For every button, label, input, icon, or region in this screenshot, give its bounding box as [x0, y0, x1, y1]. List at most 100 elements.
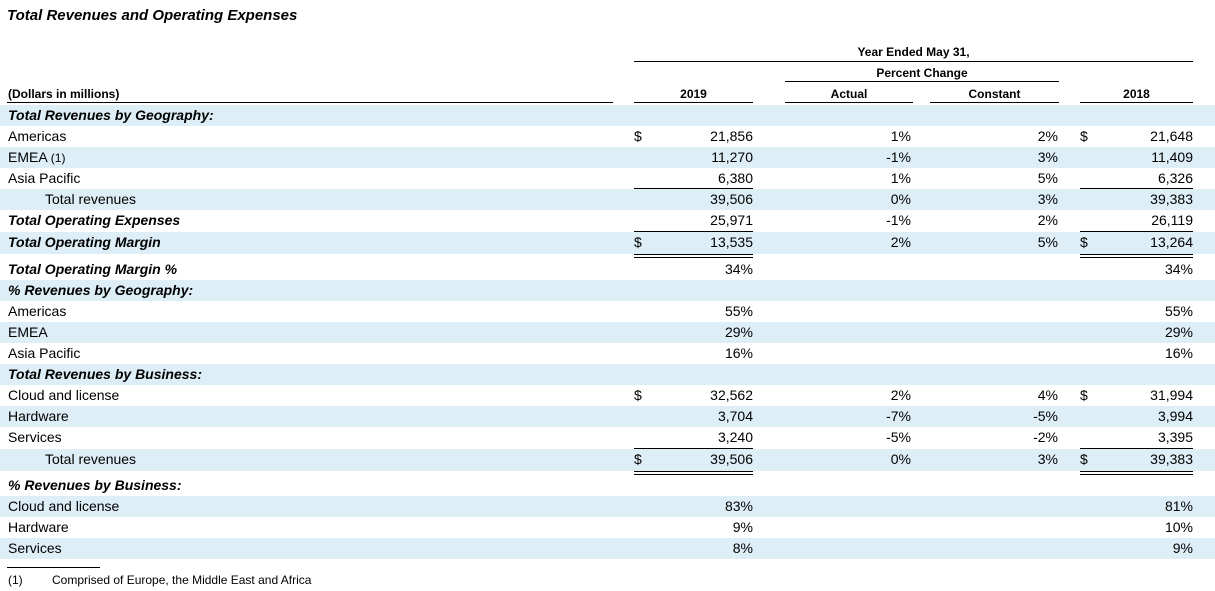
value-actual: -1%	[886, 149, 911, 165]
row-label: Services	[8, 540, 62, 556]
value-2018: 9%	[1172, 540, 1193, 556]
year-ended-header: Year Ended May 31,	[857, 45, 970, 59]
percent-change-rule	[785, 81, 1059, 82]
value-2019: 6,380	[717, 170, 753, 186]
value-2018: 11,409	[1151, 149, 1193, 165]
dollar-sign: $	[1080, 234, 1088, 250]
footnote-text: Comprised of Europe, the Middle East and…	[52, 573, 312, 587]
value-constant: 5%	[1037, 234, 1058, 250]
row-label: Services	[8, 429, 62, 445]
value-2019: 32,562	[710, 387, 753, 403]
table-row: Total revenues 39,506 0% 3% 39,383	[0, 189, 1215, 210]
value-2019: 39,506	[710, 191, 753, 207]
value-2018: 21,648	[1150, 128, 1193, 144]
value-2018: 34%	[1164, 261, 1193, 277]
table-row: Services 8% 9%	[0, 538, 1215, 559]
value-constant: 2%	[1037, 212, 1058, 228]
value-actual: 1%	[890, 128, 911, 144]
value-constant: 3%	[1037, 149, 1058, 165]
total-double-rule-2019	[634, 254, 753, 258]
header-rule-2018	[1080, 102, 1193, 103]
value-2018: 3,994	[1157, 408, 1193, 424]
value-2018: 16%	[1164, 345, 1193, 361]
table-row: Hardware 9% 10%	[0, 517, 1215, 538]
header-rule-top	[634, 61, 1193, 62]
total-double-rule-2019	[634, 471, 753, 475]
row-label: Total revenues	[45, 451, 137, 467]
row-label: Total revenues	[45, 191, 137, 207]
value-2019: 3,704	[717, 408, 753, 424]
footnote-rule	[7, 567, 100, 568]
table-row: Total Revenues by Business:	[0, 364, 1215, 385]
table-title: Total Revenues and Operating Expenses	[7, 7, 298, 24]
row-label: Total Revenues by Geography:	[8, 107, 214, 123]
table-row: Total Operating Margin $ 13,535 2% 5% $ …	[0, 232, 1215, 254]
footnote-ref: (1)	[50, 151, 66, 165]
value-actual: 2%	[890, 234, 911, 250]
value-actual: -1%	[886, 212, 911, 228]
header-rule-label	[7, 102, 613, 103]
col-header-2019: 2019	[680, 87, 707, 101]
dollar-sign: $	[634, 451, 642, 467]
table-row: Cloud and license $ 32,562 2% 4% $ 31,99…	[0, 385, 1215, 406]
value-2019: 9%	[732, 519, 753, 535]
table-row: % Revenues by Geography:	[0, 280, 1215, 301]
value-2018: 10%	[1164, 519, 1193, 535]
table-row: Americas 55% 55%	[0, 301, 1215, 322]
row-label: Americas	[8, 128, 67, 144]
table-row: Americas $ 21,856 1% 2% $ 21,648	[0, 126, 1215, 147]
value-constant: 3%	[1037, 451, 1058, 467]
value-constant: 4%	[1037, 387, 1058, 403]
row-label: Americas	[8, 303, 67, 319]
col-header-actual: Actual	[830, 87, 868, 101]
header-rule-2019	[634, 102, 753, 103]
value-actual: 0%	[890, 451, 911, 467]
subtotal-rule-2018	[1080, 231, 1193, 232]
subtotal-rule-2019	[634, 231, 753, 232]
table-row: Total Revenues by Geography:	[0, 105, 1215, 126]
row-label: % Revenues by Business:	[8, 477, 182, 493]
value-2018: 81%	[1164, 498, 1193, 514]
value-actual: -7%	[886, 408, 911, 424]
row-label: Hardware	[8, 408, 69, 424]
value-2018: 29%	[1164, 324, 1193, 340]
value-actual: 0%	[890, 191, 911, 207]
table-row: EMEA (1) 11,270 -1% 3% 11,409	[0, 147, 1215, 168]
value-2018: 39,383	[1150, 451, 1193, 467]
value-2019: 25,971	[710, 212, 753, 228]
value-2018: 31,994	[1150, 387, 1193, 403]
row-label: Total Operating Margin	[8, 234, 161, 250]
row-label: Asia Pacific	[8, 170, 81, 186]
row-label: Hardware	[8, 519, 69, 535]
col-header-2018: 2018	[1123, 87, 1150, 101]
value-actual: 2%	[890, 387, 911, 403]
value-2019: 39,506	[710, 451, 753, 467]
table-row: Total revenues $ 39,506 0% 3% $ 39,383	[0, 449, 1215, 471]
row-label: Asia Pacific	[8, 345, 81, 361]
table-row: EMEA 29% 29%	[0, 322, 1215, 343]
footnote-mark: (1)	[8, 573, 23, 587]
subtotal-rule-2018	[1080, 188, 1193, 189]
dollar-sign: $	[1080, 451, 1088, 467]
value-2018: 55%	[1164, 303, 1193, 319]
dollar-sign: $	[634, 234, 642, 250]
table-row: Hardware 3,704 -7% -5% 3,994	[0, 406, 1215, 427]
table-row: Total Operating Expenses 25,971 -1% 2% 2…	[0, 210, 1215, 231]
table-row: % Revenues by Business:	[0, 475, 1215, 496]
table-row: Total Operating Margin % 34% 34%	[0, 259, 1215, 280]
value-2018: 26,119	[1151, 212, 1193, 228]
value-actual: 1%	[890, 170, 911, 186]
value-constant: 2%	[1037, 128, 1058, 144]
col-header-constant: Constant	[968, 87, 1021, 101]
value-2019: 55%	[724, 303, 753, 319]
value-2019: 13,535	[710, 234, 753, 250]
table-row: Services 3,240 -5% -2% 3,395	[0, 427, 1215, 448]
dollars-note: (Dollars in millions)	[8, 87, 120, 101]
table-row: Cloud and license 83% 81%	[0, 496, 1215, 517]
dollar-sign: $	[1080, 387, 1088, 403]
dollar-sign: $	[1080, 128, 1088, 144]
value-constant: 3%	[1037, 191, 1058, 207]
value-2018: 6,326	[1157, 170, 1193, 186]
subtotal-rule-2018	[1080, 448, 1193, 449]
header-rule-actual	[785, 102, 913, 103]
